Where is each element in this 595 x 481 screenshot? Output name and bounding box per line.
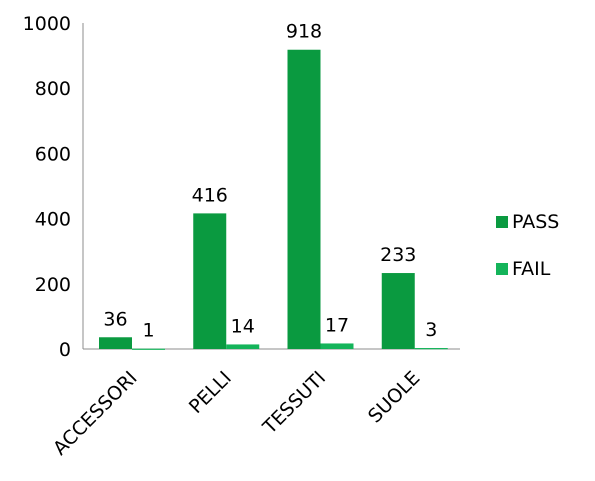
y-tick-label: 800 <box>35 78 71 100</box>
legend-label-fail: FAIL <box>512 258 551 280</box>
data-label-pass: 233 <box>380 244 416 266</box>
bar-pass <box>381 273 415 349</box>
data-label-pass: 918 <box>286 21 322 43</box>
legend-swatch-pass <box>496 216 508 228</box>
x-tick-label: SUOLE <box>364 367 424 427</box>
x-tick-label: TESSUTI <box>258 367 330 439</box>
y-tick-label: 1000 <box>23 13 71 35</box>
data-label-pass: 416 <box>192 184 228 206</box>
data-label-pass: 36 <box>103 308 127 330</box>
data-labels: 36 1 416 14 918 17 233 3 <box>103 21 437 342</box>
legend-label-pass: PASS <box>512 211 559 233</box>
bars <box>99 49 448 350</box>
bar-fail <box>132 348 165 350</box>
data-label-fail: 1 <box>142 320 154 342</box>
x-tick-label: PELLI <box>185 367 236 418</box>
legend: PASS FAIL <box>496 211 559 280</box>
data-label-fail: 3 <box>425 319 437 341</box>
bar-fail <box>414 348 448 350</box>
data-label-fail: 14 <box>231 315 255 337</box>
y-tick-label: 400 <box>35 209 71 231</box>
bar-fail <box>320 343 354 349</box>
y-axis: 0 200 400 600 800 1000 <box>23 13 84 361</box>
bar-fail <box>226 344 260 349</box>
x-tick-label: ACCESSORI <box>49 367 142 460</box>
bar-pass <box>193 213 227 349</box>
legend-swatch-fail <box>496 263 508 275</box>
y-tick-label: 200 <box>35 274 71 296</box>
bar-pass <box>287 49 321 350</box>
y-tick-label: 600 <box>35 143 71 165</box>
y-tick-label: 0 <box>59 339 71 361</box>
data-label-fail: 17 <box>325 314 349 336</box>
bar-pass <box>99 337 132 349</box>
x-axis: ACCESSORI PELLI TESSUTI SUOLE <box>49 348 460 460</box>
